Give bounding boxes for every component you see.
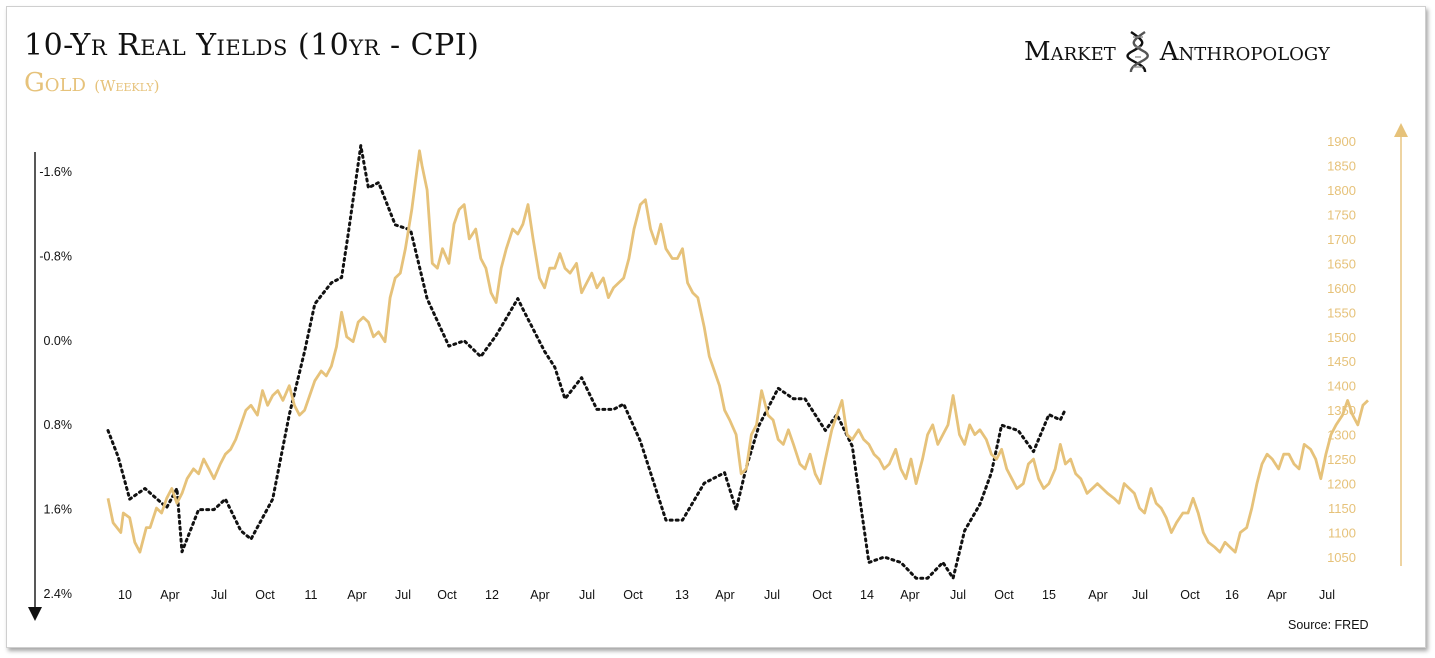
- left-tick-label: 2.4%: [44, 587, 73, 601]
- right-tick-label: 1700: [1327, 232, 1356, 247]
- chart-frame: [6, 6, 1426, 648]
- gold-price-line: [106, 149, 1369, 554]
- x-tick-label: 10: [118, 588, 132, 602]
- right-tick-label: 1450: [1327, 354, 1356, 369]
- right-tick-label: 1200: [1327, 477, 1356, 492]
- x-tick-label: Oct: [994, 588, 1014, 602]
- left-tick-label: 1.6%: [44, 503, 73, 517]
- right-tick-label: 1050: [1327, 550, 1356, 565]
- x-tick-label: Jul: [579, 588, 595, 602]
- left-tick-label: -1.6%: [39, 165, 72, 179]
- right-tick-label: 1850: [1327, 158, 1356, 173]
- chart-title: 10-Yr Real Yields (10yr - CPI): [24, 28, 480, 63]
- x-tick-label: Apr: [900, 588, 919, 602]
- right-tick-label: 1300: [1327, 428, 1356, 443]
- right-tick-label: 1150: [1328, 501, 1356, 516]
- left-tick-label: 0.0%: [44, 334, 73, 348]
- x-tick-label: Jul: [211, 588, 227, 602]
- right-tick-label: 1250: [1327, 452, 1356, 467]
- x-tick-label: Jul: [395, 588, 411, 602]
- subtitle-note: (Weekly): [94, 77, 160, 95]
- left-tick-label: 0.8%: [44, 418, 73, 432]
- x-tick-label: 16: [1225, 588, 1239, 602]
- x-tick-label: 12: [485, 588, 499, 602]
- x-tick-label: Oct: [437, 588, 457, 602]
- x-tick-label: 13: [675, 588, 689, 602]
- right-tick-label: 1750: [1327, 207, 1356, 222]
- x-tick-label: Apr: [1267, 588, 1286, 602]
- x-tick-label: Apr: [1088, 588, 1107, 602]
- x-tick-label: Oct: [255, 588, 275, 602]
- x-tick-label: Apr: [715, 588, 734, 602]
- right-tick-label: 1800: [1327, 183, 1356, 198]
- subtitle-gold: Gold: [24, 68, 86, 98]
- right-tick-label: 1550: [1327, 305, 1356, 320]
- left-tick-label: -0.8%: [39, 249, 72, 263]
- x-tick-label: Jul: [1319, 588, 1335, 602]
- real-yield-line: [106, 144, 1067, 580]
- x-tick-label: 11: [305, 588, 318, 602]
- source-label: Source: FRED: [1288, 618, 1369, 632]
- right-tick-label: 1600: [1327, 281, 1356, 296]
- x-tick-label: Apr: [530, 588, 549, 602]
- right-tick-label: 1500: [1327, 330, 1356, 345]
- x-tick-label: Oct: [812, 588, 832, 602]
- chart-subtitle: Gold (Weekly): [24, 68, 159, 98]
- right-tick-label: 1650: [1327, 256, 1356, 271]
- x-tick-label: Oct: [1180, 588, 1200, 602]
- x-tick-label: Apr: [160, 588, 179, 602]
- x-tick-label: Jul: [1132, 588, 1148, 602]
- brand-left: Market: [1024, 37, 1116, 67]
- brand-logo: Market Anthropology: [1024, 30, 1330, 74]
- brand-right: Anthropology: [1159, 37, 1330, 67]
- x-tick-label: Apr: [347, 588, 366, 602]
- right-tick-label: 1900: [1327, 134, 1356, 149]
- x-tick-label: Jul: [764, 588, 780, 602]
- right-tick-label: 1100: [1328, 526, 1356, 541]
- dna-helix-icon: [1126, 31, 1149, 73]
- x-tick-label: 15: [1042, 588, 1056, 602]
- right-tick-label: 1400: [1327, 379, 1356, 394]
- x-tick-label: 14: [860, 588, 874, 602]
- x-tick-label: Jul: [950, 588, 966, 602]
- x-tick-label: Oct: [623, 588, 643, 602]
